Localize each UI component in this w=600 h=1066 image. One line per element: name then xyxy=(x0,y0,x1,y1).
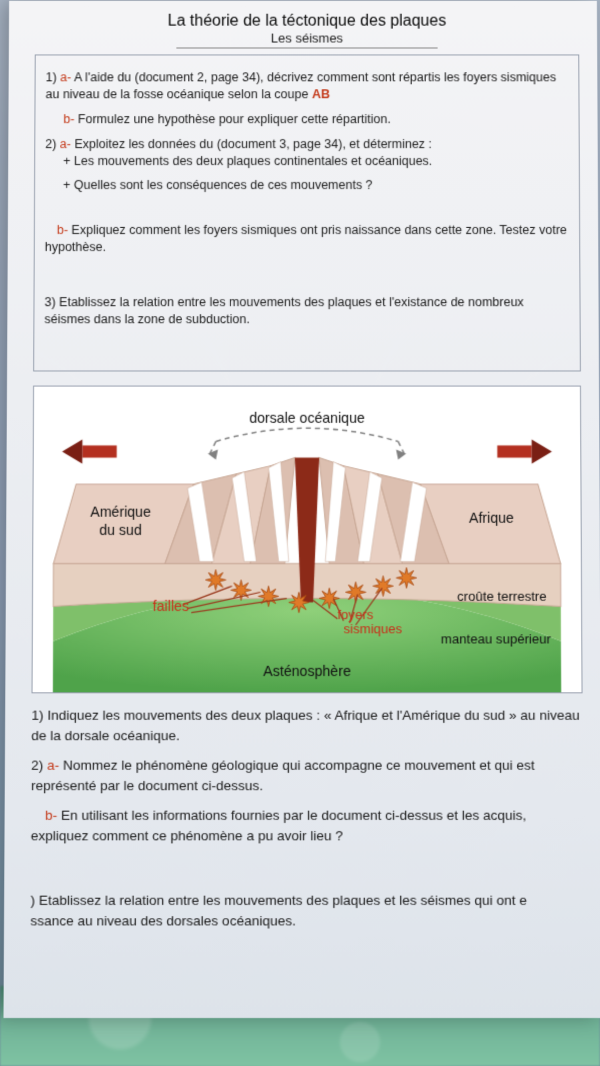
ridge-diagram: dorsale océanique Amérique du sud Afriqu… xyxy=(32,385,583,693)
label-du-sud: du sud xyxy=(99,522,142,538)
label-afrique: Afrique xyxy=(469,509,514,525)
page-title: La théorie de la téctonique des plaques xyxy=(35,13,579,31)
q1b: b- Formulez une hypothèse pour expliquer… xyxy=(45,111,568,128)
q2a-bullet2: + Quelles sont les conséquences de ces m… xyxy=(45,177,569,194)
ridge-svg: dorsale océanique Amérique du sud Afriqu… xyxy=(33,386,582,692)
label-foyers: foyers xyxy=(337,606,373,621)
q1a: 1) a- A l'aide du (document 2, page 34),… xyxy=(45,69,568,103)
b-q2a: 2) a- Nommez le phénomène géologique qui… xyxy=(31,756,583,796)
arrow-right xyxy=(497,439,552,463)
label-sismiques: sismiques xyxy=(344,621,403,636)
label-manteau: manteau supérieur xyxy=(441,631,552,646)
exercise-block-b: 1) Indiquez les mouvements des deux plaq… xyxy=(30,706,583,932)
b-q2b: b- En utilisant les informations fournie… xyxy=(31,806,584,846)
dorsale-bracket xyxy=(208,428,406,460)
label-asthenosphere: Asténosphère xyxy=(263,663,351,679)
right-plate xyxy=(319,457,560,563)
q3: 3) Etablissez la relation entre les mouv… xyxy=(44,294,569,328)
label-dorsale: dorsale océanique xyxy=(249,410,365,426)
b-q1: 1) Indiquez les mouvements des deux plaq… xyxy=(31,706,583,746)
q2b: b- Expliquez comment les foyers sismique… xyxy=(45,222,570,256)
label-failles: failles xyxy=(153,597,189,613)
textbook-page: La théorie de la téctonique des plaques … xyxy=(3,1,600,1018)
page-subtitle: Les séismes xyxy=(176,31,437,49)
q2a: 2) a- Exploitez les données du (document… xyxy=(45,136,569,170)
photo-scene: La théorie de la téctonique des plaques … xyxy=(0,0,600,1066)
label-amerique: Amérique xyxy=(90,503,151,519)
label-croute: croûte terrestre xyxy=(457,588,546,603)
exercise-block-a: 1) a- A l'aide du (document 2, page 34),… xyxy=(33,54,581,371)
b-q3: ) Etablissez la relation entre les mouve… xyxy=(30,891,583,931)
arrow-left xyxy=(62,439,117,463)
